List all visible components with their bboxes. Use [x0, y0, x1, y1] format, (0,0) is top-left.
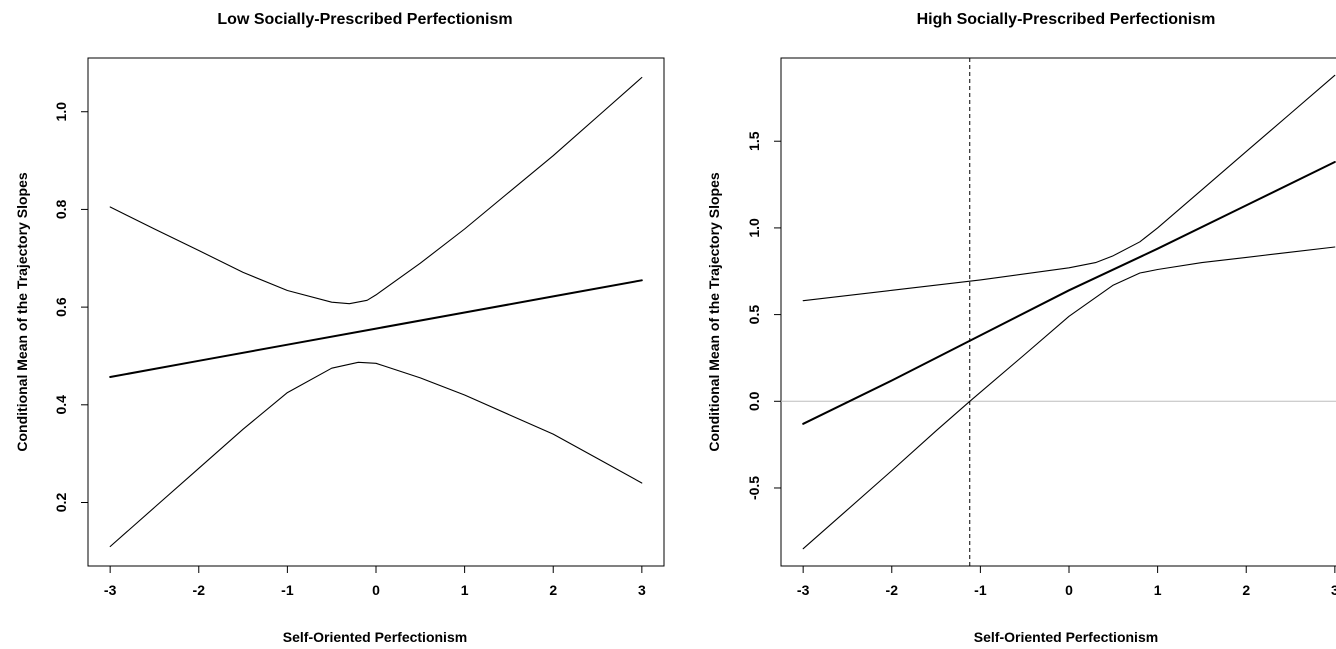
y-tick-label: 1.0	[746, 218, 762, 238]
x-tick-label: 0	[1065, 582, 1073, 598]
x-tick-label: -2	[886, 582, 899, 598]
x-tick-label: 0	[372, 582, 380, 598]
x-tick-label: -1	[974, 582, 987, 598]
y-axis-ticks: -0.5 0.0 0.5 1.0 1.5	[746, 131, 781, 500]
y-tick-label: -0.5	[746, 476, 762, 500]
series-layer	[109, 76, 643, 548]
chart-title: Low Socially-Prescribed Perfectionism	[217, 11, 512, 28]
x-tick-label: 1	[461, 582, 469, 598]
chart-title: High Socially-Prescribed Perfectionism	[917, 11, 1216, 28]
reference-lines	[781, 58, 1336, 566]
y-tick-label: 1.5	[746, 131, 762, 151]
y-tick-label: 0.4	[53, 395, 69, 415]
y-axis-label: Conditional Mean of the Trajectory Slope…	[706, 172, 722, 451]
y-axis-label: Conditional Mean of the Trajectory Slope…	[14, 172, 30, 451]
x-tick-label: -3	[797, 582, 810, 598]
y-tick-label: 0.5	[746, 305, 762, 325]
x-axis-ticks: -3 -2 -1 0 1 2 3	[797, 565, 1336, 598]
x-tick-label: 3	[1331, 582, 1336, 598]
y-tick-label: 0.8	[53, 199, 69, 219]
x-tick-label: -2	[193, 582, 206, 598]
series-line-estimate	[109, 279, 643, 378]
chart-high-spp: High Socially-Prescribed Perfectionism -…	[706, 11, 1336, 645]
x-axis-ticks: -3 -2 -1 0 1 2 3	[104, 565, 646, 598]
series-layer	[802, 74, 1336, 550]
x-tick-label: 2	[1242, 582, 1250, 598]
x-axis-label: Self-Oriented Perfectionism	[283, 629, 467, 645]
x-tick-label: -3	[104, 582, 117, 598]
x-tick-label: 2	[549, 582, 557, 598]
x-tick-label: 1	[1154, 582, 1162, 598]
x-tick-label: -1	[281, 582, 294, 598]
series-line-upper	[802, 74, 1336, 302]
y-axis-ticks: 0.2 0.4 0.6 0.8 1.0	[53, 102, 88, 512]
y-tick-label: 1.0	[53, 102, 69, 122]
y-tick-label: 0.0	[746, 391, 762, 411]
series-line-estimate	[802, 161, 1336, 425]
series-line-lower	[802, 246, 1336, 550]
plot-frame	[780, 57, 1336, 567]
y-tick-label: 0.2	[53, 493, 69, 513]
x-axis-label: Self-Oriented Perfectionism	[974, 629, 1158, 645]
y-tick-label: 0.6	[53, 297, 69, 317]
series-line-upper	[109, 76, 643, 305]
series-line-lower	[109, 361, 643, 548]
x-tick-label: 3	[638, 582, 646, 598]
chart-low-spp: Low Socially-Prescribed Perfectionism -3…	[14, 11, 665, 645]
